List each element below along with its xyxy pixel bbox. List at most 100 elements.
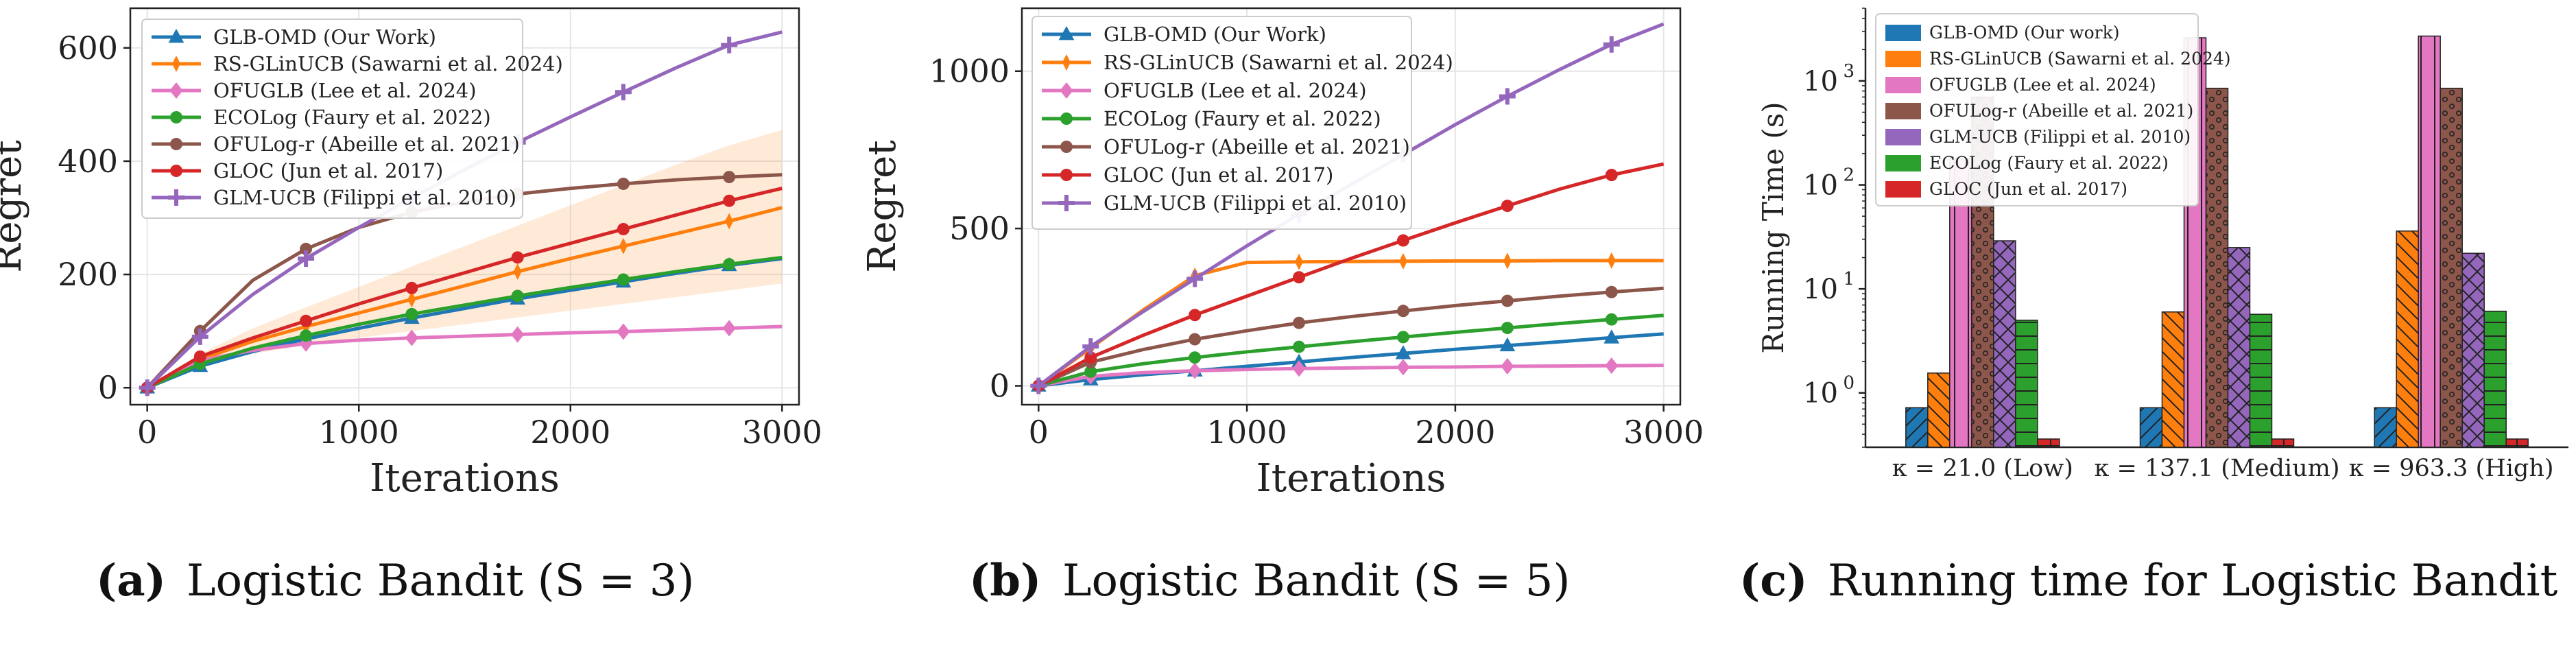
data-point-ofulog-r [617,177,630,190]
x-tick-label: 0 [1029,414,1049,451]
data-point-ecolog [617,273,630,286]
legend-entry: OFUGLB (Lee et al. 2024) [1104,79,1367,102]
x-category-label: κ = 21.0 (Low) [1892,455,2073,482]
data-point-ofuglb [617,323,630,340]
x-tick-label: 3000 [1623,414,1704,451]
data-point-gloc [1396,234,1409,247]
bar-hatch-rs-glinucb [2162,311,2184,447]
x-axis-label: Iterations [1256,456,1446,501]
x-tick-label: 0 [137,414,157,451]
bar-hatch-gloc [2037,438,2060,447]
y-tick-label: 0 [98,369,118,406]
legend-entry: RS-GLinUCB (Sawarni et al. 2024) [1104,51,1453,74]
bar-hatch-glm-ucb [2462,253,2485,447]
data-point-glb-omd [1395,345,1411,359]
data-point-ofuglb [1188,362,1202,379]
legend-entry: OFULog-r (Abeille et al. 2021) [1929,101,2193,121]
legend-entry: GLB-OMD (Our Work) [1104,23,1326,46]
legend-swatch [1885,51,1921,67]
legend-marker [169,82,183,99]
legend-marker [1060,112,1073,125]
data-point-ecolog [511,289,524,303]
bar-hatch-ecolog [2250,314,2272,447]
data-point-ofuglb [405,329,418,346]
data-point-ecolog [1605,313,1618,326]
legend-marker [1062,54,1071,71]
bar-hatch-rs-glinucb [2396,230,2419,447]
data-point-rs-glinucb [725,213,734,230]
legend-marker [1058,195,1075,211]
bar-hatch-glb-omd [2374,407,2397,447]
caption-c-text: Running time for Logistic Bandit [1828,556,2558,606]
data-point-ecolog [1396,331,1409,344]
legend-marker [168,29,184,43]
data-point-glm-ucb [1603,36,1620,53]
series-line-ofuglb [1038,364,1664,388]
data-point-glb-omd [1603,329,1620,344]
legend-entry: GLB-OMD (Our Work) [213,25,436,49]
data-point-gloc [405,281,418,294]
legend-swatch [1885,25,1921,41]
legend-entry: GLOC (Jun et al. 2017) [213,159,443,182]
caption-c-label: (c) [1739,555,1808,606]
legend-entry: OFULog-r (Abeille et al. 2021) [1104,135,1410,158]
data-point-rs-glinucb [1398,252,1407,270]
x-tick-label: 2000 [530,414,610,451]
data-point-rs-glinucb [513,263,522,280]
data-point-glb-omd [1499,337,1516,352]
series-line-ofulog-r [1038,286,1664,388]
bar-hatch-glb-omd [2140,407,2162,447]
bar-hatch-ofulog-r [2440,88,2463,447]
data-point-gloc [300,314,313,327]
plot-frame [1021,7,1682,406]
data-point-glm-ucb [298,250,315,267]
panel-b-regret-s5: 0 1000 2000 3000 0 500 1000 Iterations Regret GLB… [860,7,1704,501]
data-point-ecolog [1189,351,1202,364]
data-point-ofulog-r [1396,305,1409,318]
data-point-gloc [1605,169,1618,182]
legend-marker [170,138,182,150]
data-point-ecolog [723,258,736,271]
legend: GLB-OMD (Our Work) RS-GLinUCB (Sawarni et… [141,19,563,219]
bar-hatch-glm-ucb [2228,247,2250,447]
x-category-label: κ = 137.1 (Medium) [2095,455,2340,482]
data-point-ofulog-r [1293,316,1306,329]
y-tick-label: 0 [990,367,1010,404]
y-tick-label: 10 [1803,378,1838,410]
bar-hatch-glm-ucb [1993,241,2016,447]
data-point-rs-glinucb [1295,253,1304,270]
legend-frame [1875,13,2199,206]
legend-marker [172,56,180,72]
y-tick-exponent: 1 [1843,269,1855,289]
y-tick-label: 10 [1803,274,1838,305]
data-point-rs-glinucb [1607,252,1616,269]
bar-hatch-ecolog [2015,320,2038,447]
legend-marker [1060,82,1073,99]
bar-hatch-ofuglb [2418,36,2441,447]
plot-frame [129,7,800,406]
legend-swatch [1885,129,1921,145]
data-point-glm-ucb [721,36,738,54]
legend-entry: GLOC (Jun et al. 2017) [1929,179,2127,199]
y-tick-label: 600 [58,29,118,67]
data-point-gloc [511,251,524,264]
y-tick-label: 1000 [929,53,1010,90]
data-point-rs-glinucb [1503,252,1512,270]
series-line-ecolog [1038,313,1664,388]
y-tick-exponent: 0 [1843,373,1855,394]
legend-frame [1031,16,1412,230]
legend-swatch [1885,77,1921,93]
y-axis-label: Regret [860,140,905,273]
x-tick-label: 1000 [319,414,399,451]
caption-b-label: (b) [969,555,1041,606]
legend-marker [168,189,184,206]
data-point-ofulog-r [723,171,736,184]
legend-marker [170,111,182,123]
legend-entry: ECOLog (Faury et al. 2022) [1929,153,2169,173]
bar-hatch-ecolog [2484,311,2507,447]
legend-swatch [1885,103,1921,119]
y-tick-label: 10 [1803,66,1838,97]
legend-entry: GLB-OMD (Our work) [1929,23,2120,43]
legend-swatch [1885,155,1921,171]
